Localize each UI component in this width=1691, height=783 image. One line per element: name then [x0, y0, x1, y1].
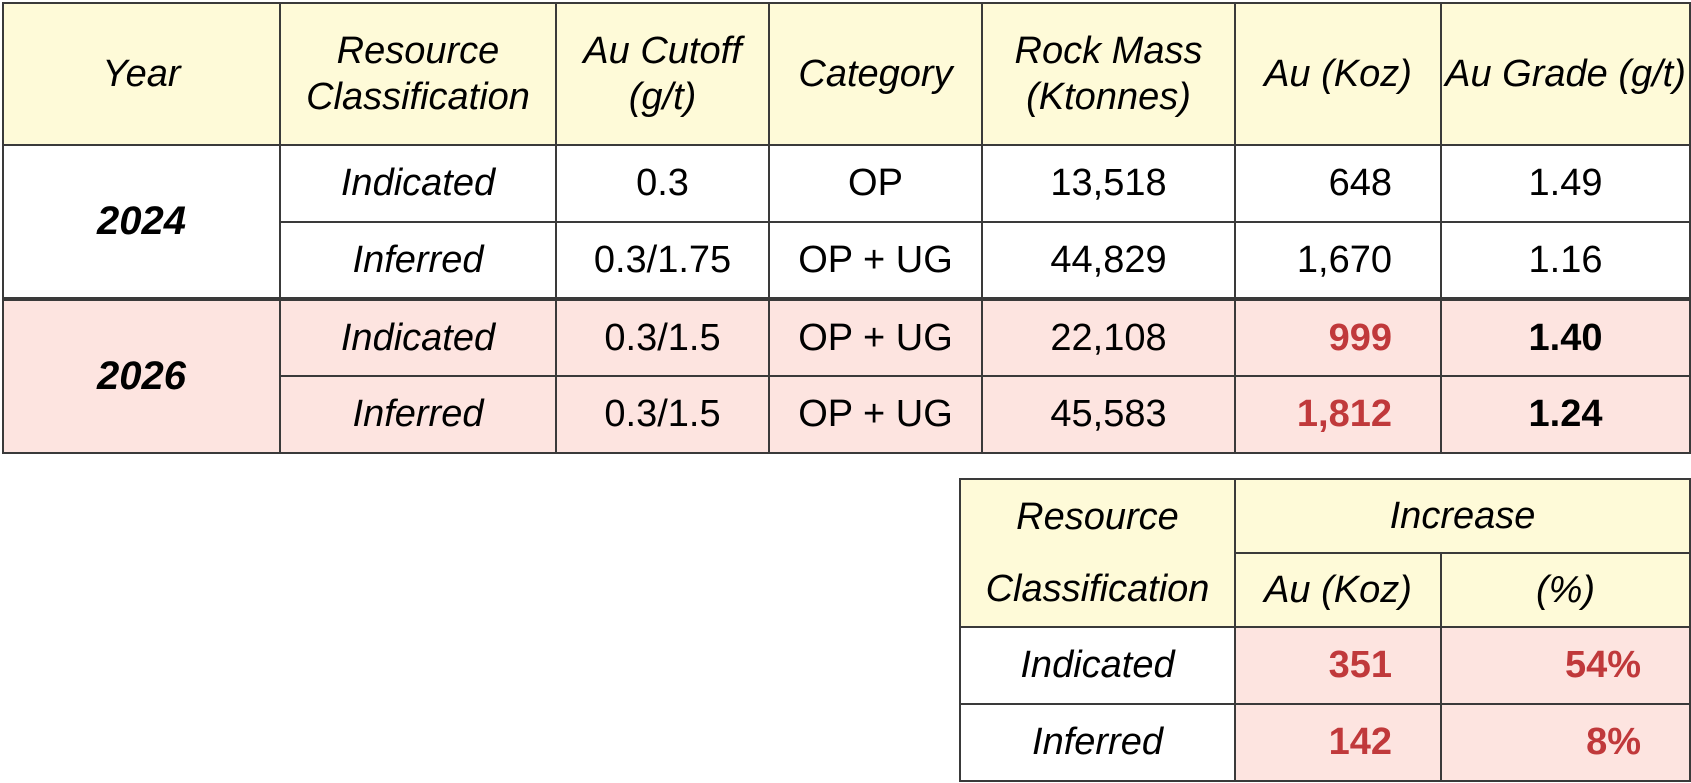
cutoff-cell: 0.3/1.5	[555, 297, 770, 377]
header-increase: Increase	[1234, 478, 1691, 554]
increase-table: Resource Classification Increase Au (Koz…	[959, 478, 1691, 782]
header-au: Au (Koz)	[1234, 2, 1442, 146]
category-cell: OP	[768, 144, 983, 223]
grade-cell: 1.40	[1440, 297, 1691, 377]
header-au-grade: Au Grade (g/t)	[1440, 2, 1691, 146]
year-cell: 2024	[2, 144, 281, 300]
year-cell: 2026	[2, 297, 281, 454]
classification-cell: Indicated	[279, 144, 557, 223]
rock-mass-cell: 44,829	[981, 221, 1236, 300]
header-resource-classification: Resource Classification	[279, 2, 557, 146]
classification-cell: Inferred	[279, 221, 557, 300]
classification-cell: Inferred	[279, 375, 557, 454]
table-row: 2026 Indicated 0.3/1.5 OP + UG 22,108 99…	[2, 297, 1691, 454]
cutoff-cell: 0.3/1.5	[555, 375, 770, 454]
percent-increase-cell: 8%	[1440, 703, 1691, 782]
header-rock-mass: Rock Mass (Ktonnes)	[981, 2, 1236, 146]
grade-cell: 1.16	[1440, 221, 1691, 300]
grade-cell: 1.49	[1440, 144, 1691, 223]
au-cell: 648	[1234, 144, 1442, 223]
subheader-row: Au (Koz) (%)	[960, 552, 1691, 628]
table-row: Inferred 0.3/1.5 OP + UG 45,583 1,812 1.…	[3, 375, 1691, 454]
cutoff-cell: 0.3	[555, 144, 770, 223]
grade-cell: 1.24	[1440, 375, 1691, 454]
header-year: Year	[2, 2, 281, 146]
category-cell: OP + UG	[768, 297, 983, 377]
au-increase-cell: 351	[1234, 626, 1442, 705]
resource-estimate-table: Year Resource Classification Au Cutoff (…	[2, 2, 1691, 454]
rock-mass-cell: 13,518	[981, 144, 1236, 223]
table-row: Indicated 351 54%	[959, 626, 1691, 705]
classification-cell: Indicated	[279, 297, 557, 377]
cutoff-cell: 0.3/1.75	[555, 221, 770, 300]
header-au-koz: Au (Koz)	[1234, 552, 1442, 628]
rock-mass-cell: 22,108	[981, 297, 1236, 377]
classification-cell: Inferred	[959, 703, 1236, 782]
header-row: Resource Classification Increase	[959, 478, 1691, 628]
header-row: Year Resource Classification Au Cutoff (…	[2, 2, 1691, 146]
table-row: Inferred 142 8%	[959, 703, 1691, 782]
au-increase-cell: 142	[1234, 703, 1442, 782]
percent-increase-cell: 54%	[1440, 626, 1691, 705]
header-percent: (%)	[1440, 552, 1691, 628]
au-cell: 1,670	[1234, 221, 1442, 300]
au-cell: 999	[1234, 297, 1442, 377]
category-cell: OP + UG	[768, 221, 983, 300]
rock-mass-cell: 45,583	[981, 375, 1236, 454]
classification-cell: Indicated	[959, 626, 1236, 705]
category-cell: OP + UG	[768, 375, 983, 454]
header-category: Category	[768, 2, 983, 146]
header-au-cutoff: Au Cutoff (g/t)	[555, 2, 770, 146]
au-cell: 1,812	[1234, 375, 1442, 454]
table-row: Inferred 0.3/1.75 OP + UG 44,829 1,670 1…	[3, 221, 1691, 300]
table-row: 2024 Indicated 0.3 OP 13,518 648 1.49	[2, 144, 1691, 300]
header-resource-classification: Resource Classification	[959, 478, 1236, 628]
